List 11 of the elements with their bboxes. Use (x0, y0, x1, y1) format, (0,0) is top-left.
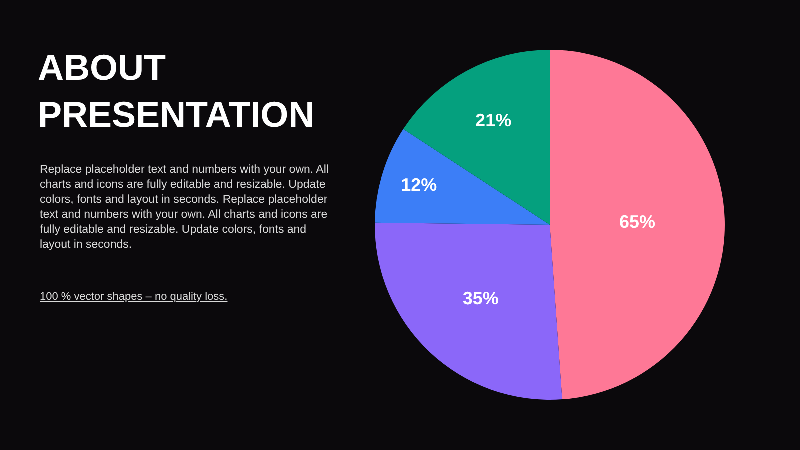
data-label: 35% (462, 288, 499, 308)
text: 100 % vector shapes – no quality loss. (40, 291, 228, 303)
pie-slice (550, 50, 725, 400)
data-label: 21% (476, 110, 512, 131)
pie-slice (375, 222, 562, 400)
text: ABOUT PRESENTATION (38, 47, 315, 135)
data-label: 65% (619, 212, 656, 232)
data-label: 12% (401, 175, 438, 196)
pie-slice (375, 129, 550, 225)
pie-slice (403, 50, 550, 225)
text: Replace placeholder text and numbers with your own. All charts and icons are fully editable and resizable. Update colors, fonts and layout in seconds. Replace placeholder text and numbers with your own. All charts and icons are fully editable and resizable. Update colors, fonts and layout in seconds. (40, 164, 329, 251)
